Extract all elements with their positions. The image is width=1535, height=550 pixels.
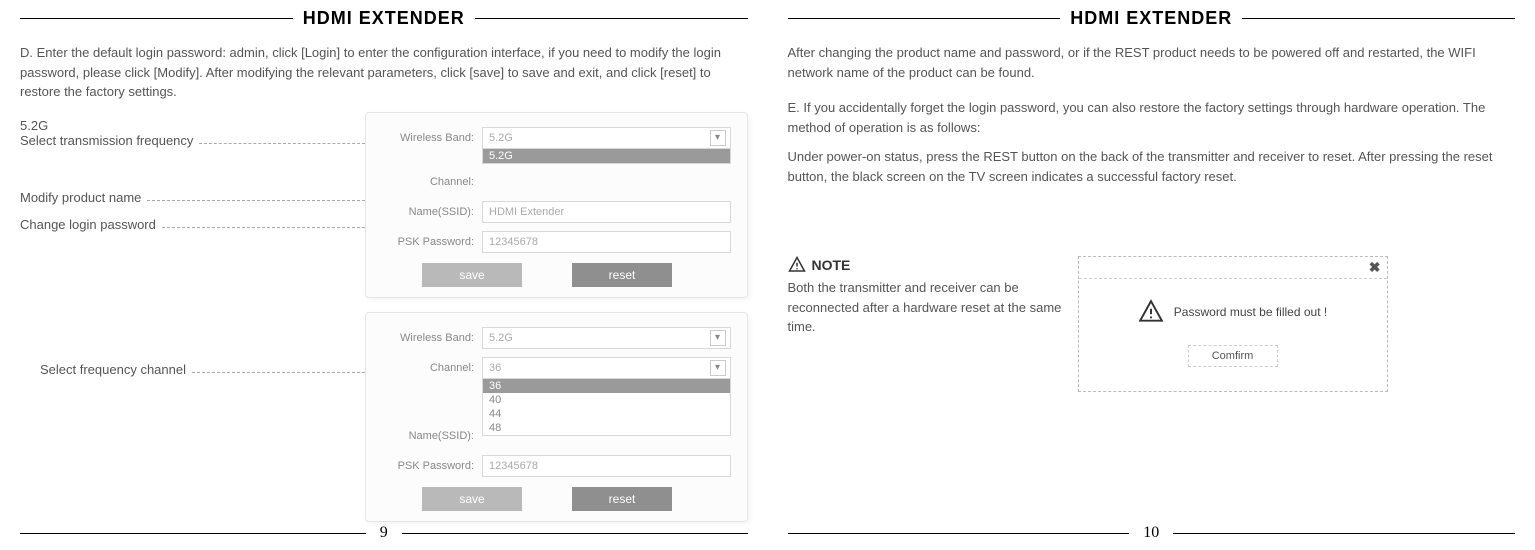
footer: 9 xyxy=(20,524,748,542)
panels-column: Wireless Band: 5.2G 5.2G Channel: Name(S… xyxy=(365,112,748,536)
callout-text: Select frequency channel xyxy=(40,362,186,377)
band-dropdown[interactable]: 5.2G xyxy=(482,148,731,164)
note-block: NOTE Both the transmitter and receiver c… xyxy=(788,256,1068,392)
left-body: 5.2G Select transmission frequency Modif… xyxy=(20,112,748,536)
wireless-band-select[interactable]: 5.2G 5.2G xyxy=(482,127,731,149)
rule xyxy=(788,18,1061,19)
page-right: HDMI EXTENDER After changing the product… xyxy=(768,0,1535,550)
callout-text: Select transmission frequency xyxy=(20,133,193,148)
page-left: HDMI EXTENDER D. Enter the default login… xyxy=(0,0,768,550)
header: HDMI EXTENDER xyxy=(788,8,1516,29)
dashed-leader xyxy=(199,143,365,144)
button-row: save reset xyxy=(382,487,731,511)
paragraph: After changing the product name and pass… xyxy=(788,43,1516,82)
ssid-input[interactable]: HDMI Extender xyxy=(482,201,731,223)
alert-dialog: ✖ Password must be filled out ! Comfirm xyxy=(1078,256,1388,392)
rule xyxy=(1173,533,1515,534)
header-title: HDMI EXTENDER xyxy=(293,8,475,29)
wireless-band-select[interactable]: 5.2G xyxy=(482,327,731,349)
reset-button[interactable]: reset xyxy=(572,263,672,287)
field-label: Channel: xyxy=(382,362,482,374)
config-panel-band: Wireless Band: 5.2G 5.2G Channel: Name(S… xyxy=(365,112,748,298)
dropdown-option[interactable]: 40 xyxy=(483,393,730,407)
field-label: Wireless Band: xyxy=(382,132,482,144)
header-title: HDMI EXTENDER xyxy=(1060,8,1242,29)
psk-input[interactable]: 12345678 xyxy=(482,231,731,253)
dashed-leader xyxy=(162,227,365,228)
warning-icon xyxy=(788,256,806,274)
callout-channel: Select frequency channel xyxy=(20,362,365,377)
callout-freq: 5.2G Select transmission frequency xyxy=(20,118,365,148)
close-icon[interactable]: ✖ xyxy=(1369,259,1381,276)
callouts-column: 5.2G Select transmission frequency Modif… xyxy=(20,112,365,536)
dialog-message-text: Password must be filled out ! xyxy=(1174,305,1327,319)
field-label: Name(SSID): xyxy=(382,206,482,218)
note-title: NOTE xyxy=(788,256,1068,274)
header: HDMI EXTENDER xyxy=(20,8,748,29)
dropdown-option[interactable]: 48 xyxy=(483,421,730,435)
dropdown-option[interactable]: 44 xyxy=(483,407,730,421)
dropdown-option[interactable]: 36 xyxy=(483,379,730,393)
rule xyxy=(788,533,1130,534)
dashed-leader xyxy=(192,372,365,373)
field-label: Channel: xyxy=(382,176,482,188)
field-row-ssid: Name(SSID): HDMI Extender xyxy=(382,199,731,225)
callout-change-pw: Change login password xyxy=(20,217,365,232)
channel-select[interactable]: 36 36 40 44 48 xyxy=(482,357,731,379)
field-row-psk: PSK Password: 12345678 xyxy=(382,229,731,255)
callout-text: Modify product name xyxy=(20,190,141,205)
paragraph: E. If you accidentally forget the login … xyxy=(788,98,1516,137)
save-button[interactable]: save xyxy=(422,263,522,287)
psk-input[interactable]: 12345678 xyxy=(482,455,731,477)
footer: 10 xyxy=(788,524,1516,542)
note-title-text: NOTE xyxy=(812,257,851,273)
page-number: 9 xyxy=(366,524,402,542)
callout-text: 5.2G xyxy=(20,118,365,133)
rule xyxy=(1242,18,1515,19)
rule xyxy=(20,533,366,534)
field-row-channel: Channel: xyxy=(382,169,731,195)
rule xyxy=(20,18,293,19)
field-row-psk: PSK Password: 12345678 xyxy=(382,453,731,479)
config-panel-channel: Wireless Band: 5.2G Channel: 36 36 40 44… xyxy=(365,312,748,522)
dialog-message: Password must be filled out ! xyxy=(1079,279,1387,345)
field-label: PSK Password: xyxy=(382,460,482,472)
confirm-button[interactable]: Comfirm xyxy=(1188,345,1278,367)
dropdown-option[interactable]: 5.2G xyxy=(483,149,730,163)
note-body: Both the transmitter and receiver can be… xyxy=(788,278,1068,337)
rule xyxy=(402,533,748,534)
field-label: Wireless Band: xyxy=(382,332,482,344)
paragraph: Under power-on status, press the REST bu… xyxy=(788,147,1516,186)
select-value: 36 xyxy=(489,362,501,374)
page-number: 10 xyxy=(1129,524,1173,542)
field-row-channel: Channel: 36 36 40 44 48 xyxy=(382,355,731,381)
dashed-leader xyxy=(147,200,365,201)
dialog-titlebar: ✖ xyxy=(1079,257,1387,279)
callout-text: Change login password xyxy=(20,217,156,232)
field-label: PSK Password: xyxy=(382,236,482,248)
callout-modify-name: Modify product name xyxy=(20,190,365,205)
intro-paragraph: D. Enter the default login password: adm… xyxy=(20,43,748,102)
reset-button[interactable]: reset xyxy=(572,487,672,511)
channel-dropdown[interactable]: 36 40 44 48 xyxy=(482,378,731,436)
select-value: 5.2G xyxy=(489,132,513,144)
rule xyxy=(475,18,748,19)
field-row-band: Wireless Band: 5.2G 5.2G xyxy=(382,125,731,151)
note-row: NOTE Both the transmitter and receiver c… xyxy=(788,256,1516,392)
field-label: Name(SSID): xyxy=(382,430,482,442)
warning-icon xyxy=(1138,299,1164,325)
field-row-band: Wireless Band: 5.2G xyxy=(382,325,731,351)
save-button[interactable]: save xyxy=(422,487,522,511)
button-row: save reset xyxy=(382,263,731,287)
